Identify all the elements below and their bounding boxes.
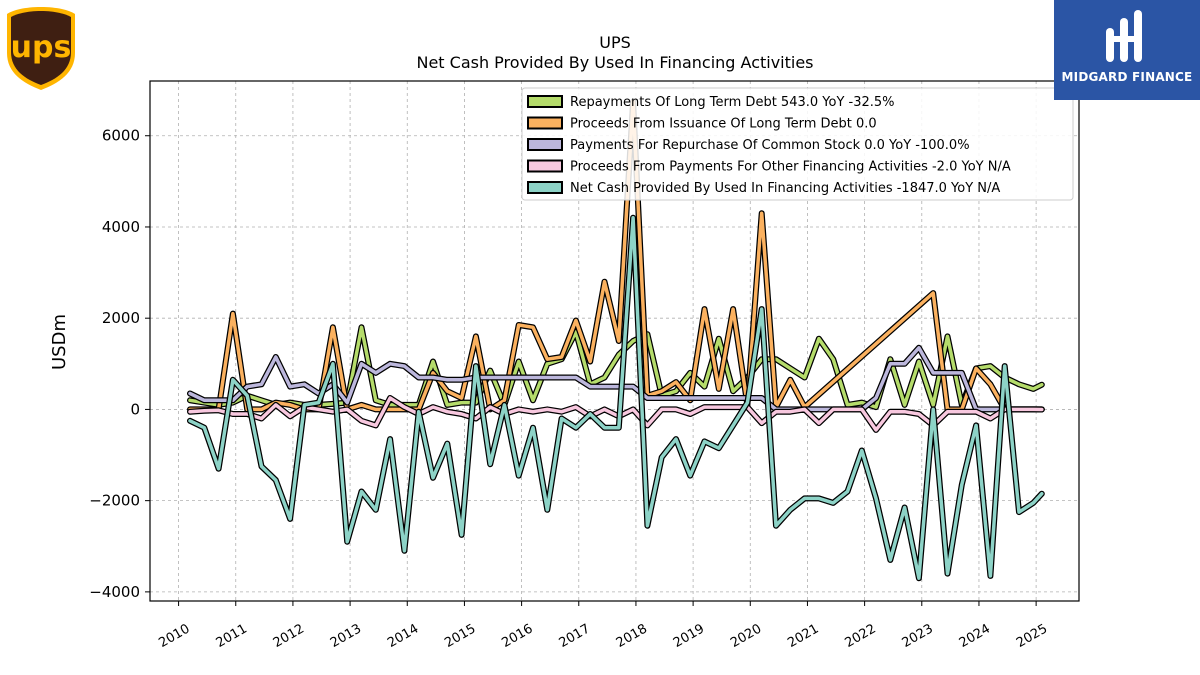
chart-title: UPS: [599, 33, 631, 52]
ups-logo: ups: [7, 7, 75, 90]
series-repay: [187, 324, 1045, 411]
x-tick-label: 2022: [842, 621, 878, 651]
legend-entry-repurchase: Payments For Repurchase Of Common Stock …: [570, 138, 970, 153]
legend-swatch: [527, 138, 563, 151]
legend-entry-proceeds: Proceeds From Issuance Of Long Term Debt…: [570, 117, 877, 132]
legend: Repayments Of Long Term Debt 543.0 YoY -…: [521, 87, 1074, 201]
x-tick-label: 2023: [900, 621, 936, 651]
x-tick-label: 2020: [728, 621, 764, 651]
chart-subtitle: Net Cash Provided By Used In Financing A…: [416, 53, 813, 72]
legend-entry-other: Proceeds From Payments For Other Financi…: [570, 160, 1011, 175]
ups-logo-text: ups: [11, 30, 72, 65]
x-tick-label: 2021: [785, 621, 821, 651]
legend-swatch: [527, 159, 563, 173]
legend-swatch: [527, 181, 563, 194]
midgard-mark-icon: [1106, 10, 1142, 62]
midgard-finance-logo: MIDGARD FINANCE: [1054, 0, 1200, 100]
y-axis-label: USDm: [49, 314, 70, 370]
legend-box: [521, 87, 1074, 201]
x-tick-label: 2016: [499, 621, 535, 651]
y-tick-label: −4000: [89, 583, 140, 601]
legend-swatch: [527, 95, 563, 108]
x-tick-label: 2010: [156, 621, 192, 651]
x-tick-label: 2024: [957, 621, 993, 651]
y-tick-label: 6000: [102, 127, 140, 145]
series-line: [188, 325, 1044, 409]
x-axis: 2010 2011 2012 2013 2014 2015 2016 2017 2018 2019…: [156, 601, 1050, 651]
x-tick-label: 2018: [614, 621, 650, 651]
y-axis: −4000 −2000 0 2000 4000 6000: [89, 127, 150, 601]
x-tick-label: 2015: [442, 621, 478, 651]
series-outline: [187, 214, 1045, 582]
legend-entry-net: Net Cash Provided By Used In Financing A…: [570, 181, 1000, 196]
series-line: [188, 216, 1044, 580]
y-tick-label: 4000: [102, 218, 140, 236]
legend-swatch: [527, 116, 563, 130]
y-tick-label: 2000: [102, 309, 140, 327]
series-layer: [187, 98, 1045, 582]
brand-name: MIDGARD FINANCE: [1061, 70, 1193, 84]
x-tick-label: 2014: [385, 621, 421, 651]
series-net: [187, 214, 1045, 582]
x-tick-label: 2019: [671, 621, 707, 651]
y-tick-label: −2000: [89, 492, 140, 510]
y-tick-label: 0: [130, 400, 140, 418]
legend-entry-repay: Repayments Of Long Term Debt 543.0 YoY -…: [570, 95, 895, 110]
x-tick-label: 2013: [328, 621, 364, 651]
x-tick-label: 2012: [271, 621, 307, 651]
plot-frame: [149, 80, 1080, 602]
x-tick-label: 2025: [1014, 621, 1050, 651]
x-tick-label: 2017: [557, 621, 593, 651]
x-tick-label: 2011: [214, 621, 250, 651]
